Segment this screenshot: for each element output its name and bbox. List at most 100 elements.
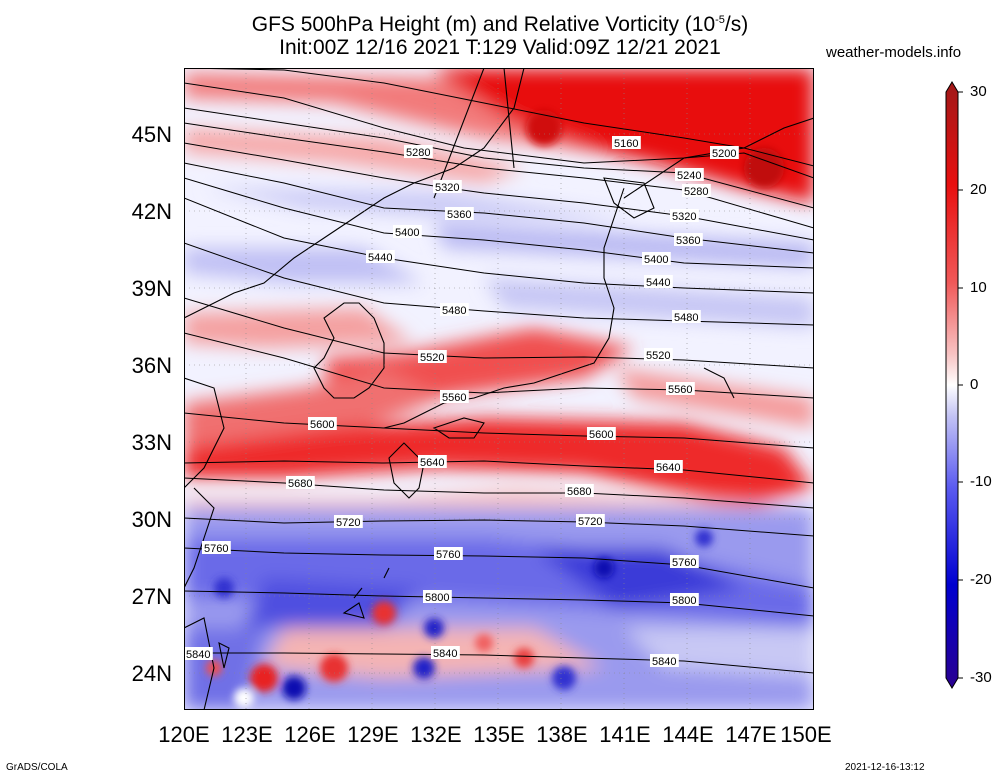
contour-label: 5400: [644, 254, 668, 266]
contour-label-bg: [423, 590, 452, 603]
footer-credit: GrADS/COLA: [6, 762, 68, 773]
contour-label: 5320: [435, 182, 459, 194]
contour-label-bg: [366, 250, 395, 263]
contour-label-bg: [565, 484, 594, 497]
contour-label-bg: [642, 252, 671, 265]
contour-label: 5680: [288, 478, 312, 490]
contour-label-bg: [674, 233, 703, 246]
lon-label: 129E: [347, 722, 399, 747]
contour-label: 5720: [578, 516, 602, 528]
contour-label: 5520: [420, 352, 444, 364]
height-contour-line: [184, 297, 814, 369]
contour-label-bg: [710, 146, 739, 159]
contour-label-bg: [434, 547, 463, 560]
contour-label-bg: [576, 514, 605, 527]
lat-label: 45N: [131, 122, 172, 147]
contour-label-bg: [334, 515, 363, 528]
colorbar-label: -10: [970, 473, 992, 490]
colorbar-label: 20: [970, 181, 987, 198]
chart-title-line2: Init:00Z 12/16 2021 T:129 Valid:09Z 12/2…: [279, 36, 721, 59]
contour-label-bg: [286, 476, 315, 489]
footer-timestamp: 2021-12-16-13:12: [845, 762, 925, 773]
contour-label: 5440: [368, 252, 392, 264]
contour-label-bg: [587, 427, 616, 440]
lat-label: 30N: [131, 507, 172, 532]
contour-label-bg: [650, 654, 679, 667]
contour-label-bg: [308, 417, 337, 430]
lon-label: 123E: [221, 722, 273, 747]
contour-label-bg: [393, 225, 422, 238]
contour-label: 5840: [186, 649, 210, 661]
chart-title-line1: GFS 500hPa Height (m) and Relative Vorti…: [251, 13, 749, 36]
height-contour-line: [184, 460, 814, 484]
contour-label: 5680: [567, 486, 591, 498]
lat-label: 36N: [131, 353, 172, 378]
lon-label: 150E: [780, 722, 832, 747]
lon-label: 144E: [662, 722, 714, 747]
contour-label: 5760: [672, 557, 696, 569]
contour-label-bg: [184, 647, 213, 660]
colorbar-label: 10: [970, 279, 987, 296]
colorbar-label: 30: [970, 83, 987, 100]
contour-label-bg: [644, 275, 673, 288]
contour-label-bg: [654, 460, 683, 473]
graticule: [184, 68, 814, 710]
contour-label-bg: [418, 350, 447, 363]
contour-label: 5520: [646, 350, 670, 362]
contour-label-bg: [670, 593, 699, 606]
lat-label: 27N: [131, 584, 172, 609]
height-contours: 5160 5200 5240 5280 5280 5320 5320 5360 5360 5400…: [184, 68, 814, 674]
contour-label-bg: [431, 646, 460, 659]
lon-label: 147E: [725, 722, 777, 747]
contour-label: 5360: [676, 235, 700, 247]
lat-label: 24N: [131, 661, 172, 686]
contour-label: 5560: [668, 384, 692, 396]
colorbar-label: -20: [970, 571, 992, 588]
contour-label: 5800: [672, 595, 696, 607]
colorbar-label: -30: [970, 669, 992, 686]
contour-label-bg: [404, 145, 433, 158]
lat-label: 42N: [131, 199, 172, 224]
contour-label-bg: [440, 303, 469, 316]
contour-label: 5440: [646, 277, 670, 289]
contour-label: 5400: [395, 227, 419, 239]
contour-label-bg: [418, 455, 447, 468]
contour-label: 5600: [589, 429, 613, 441]
contour-label: 5320: [672, 211, 696, 223]
contour-label: 5640: [420, 457, 444, 469]
contour-label: 5160: [614, 138, 638, 150]
lat-label: 33N: [131, 430, 172, 455]
contour-label: 5800: [425, 592, 449, 604]
lat-label: 39N: [131, 276, 172, 301]
lon-label: 135E: [473, 722, 525, 747]
height-contour-line: [184, 477, 814, 509]
contour-label-bg: [675, 168, 704, 181]
contour-label: 5840: [652, 656, 676, 668]
contour-label: 5760: [204, 543, 228, 555]
height-contour-line: [184, 197, 814, 294]
lon-label: 141E: [599, 722, 651, 747]
lon-label: 132E: [410, 722, 462, 747]
contour-label-bg: [666, 382, 695, 395]
contour-label: 5760: [436, 549, 460, 561]
height-contour-line: [184, 412, 814, 449]
height-contour-line: [184, 652, 814, 674]
contour-label: 5240: [677, 170, 701, 182]
contour-label-bg: [440, 390, 469, 403]
height-contour-line: [184, 517, 814, 537]
contour-label-bg: [670, 209, 699, 222]
contour-label-bg: [433, 180, 462, 193]
contour-label: 5480: [442, 305, 466, 317]
contour-label-bg: [672, 310, 701, 323]
contour-label-bg: [644, 348, 673, 361]
contour-label: 5720: [336, 517, 360, 529]
coastlines: [184, 68, 814, 710]
contour-label: 5360: [447, 209, 471, 221]
contour-label: 5200: [712, 148, 736, 160]
colorbar-label: 0: [970, 376, 979, 393]
contour-label: 5280: [406, 147, 430, 159]
contour-label-bg: [445, 207, 474, 220]
colorbar: [945, 81, 963, 689]
map-panel: 5160 5200 5240 5280 5280 5320 5320 5360 5360 5400…: [184, 68, 814, 710]
contour-label-bg: [682, 184, 711, 197]
